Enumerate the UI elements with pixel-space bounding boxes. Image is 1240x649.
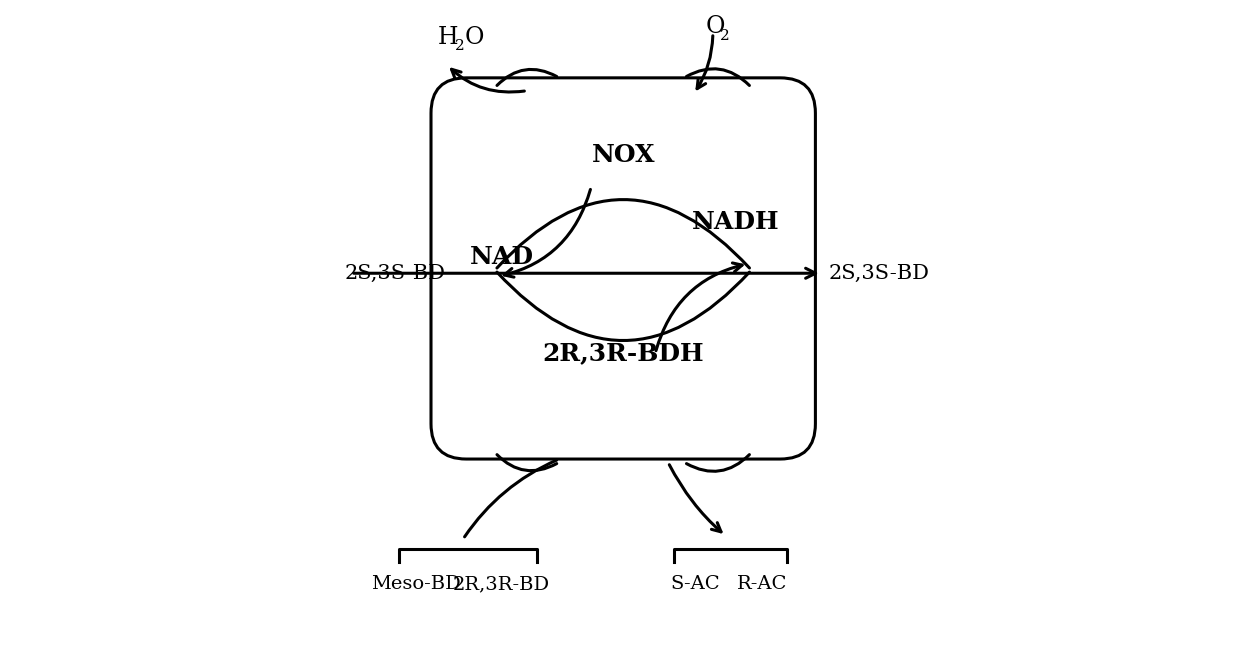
- Text: Meso-BD: Meso-BD: [372, 575, 461, 593]
- Text: 2R,3R-BD: 2R,3R-BD: [453, 575, 551, 593]
- Text: O: O: [706, 15, 724, 38]
- Text: H: H: [438, 26, 458, 49]
- Text: 2: 2: [455, 39, 465, 53]
- Text: 2S,3S-BD: 2S,3S-BD: [345, 263, 445, 283]
- Text: NOX: NOX: [591, 143, 655, 167]
- Text: NADH: NADH: [692, 210, 779, 234]
- Text: 2R,3R-BDH: 2R,3R-BDH: [542, 341, 704, 365]
- Text: NAD: NAD: [470, 245, 533, 269]
- Text: 2: 2: [720, 29, 729, 43]
- Text: R-AC: R-AC: [737, 575, 787, 593]
- Text: O: O: [464, 26, 484, 49]
- Text: S-AC: S-AC: [671, 575, 720, 593]
- Text: 2S,3S-BD: 2S,3S-BD: [828, 263, 929, 283]
